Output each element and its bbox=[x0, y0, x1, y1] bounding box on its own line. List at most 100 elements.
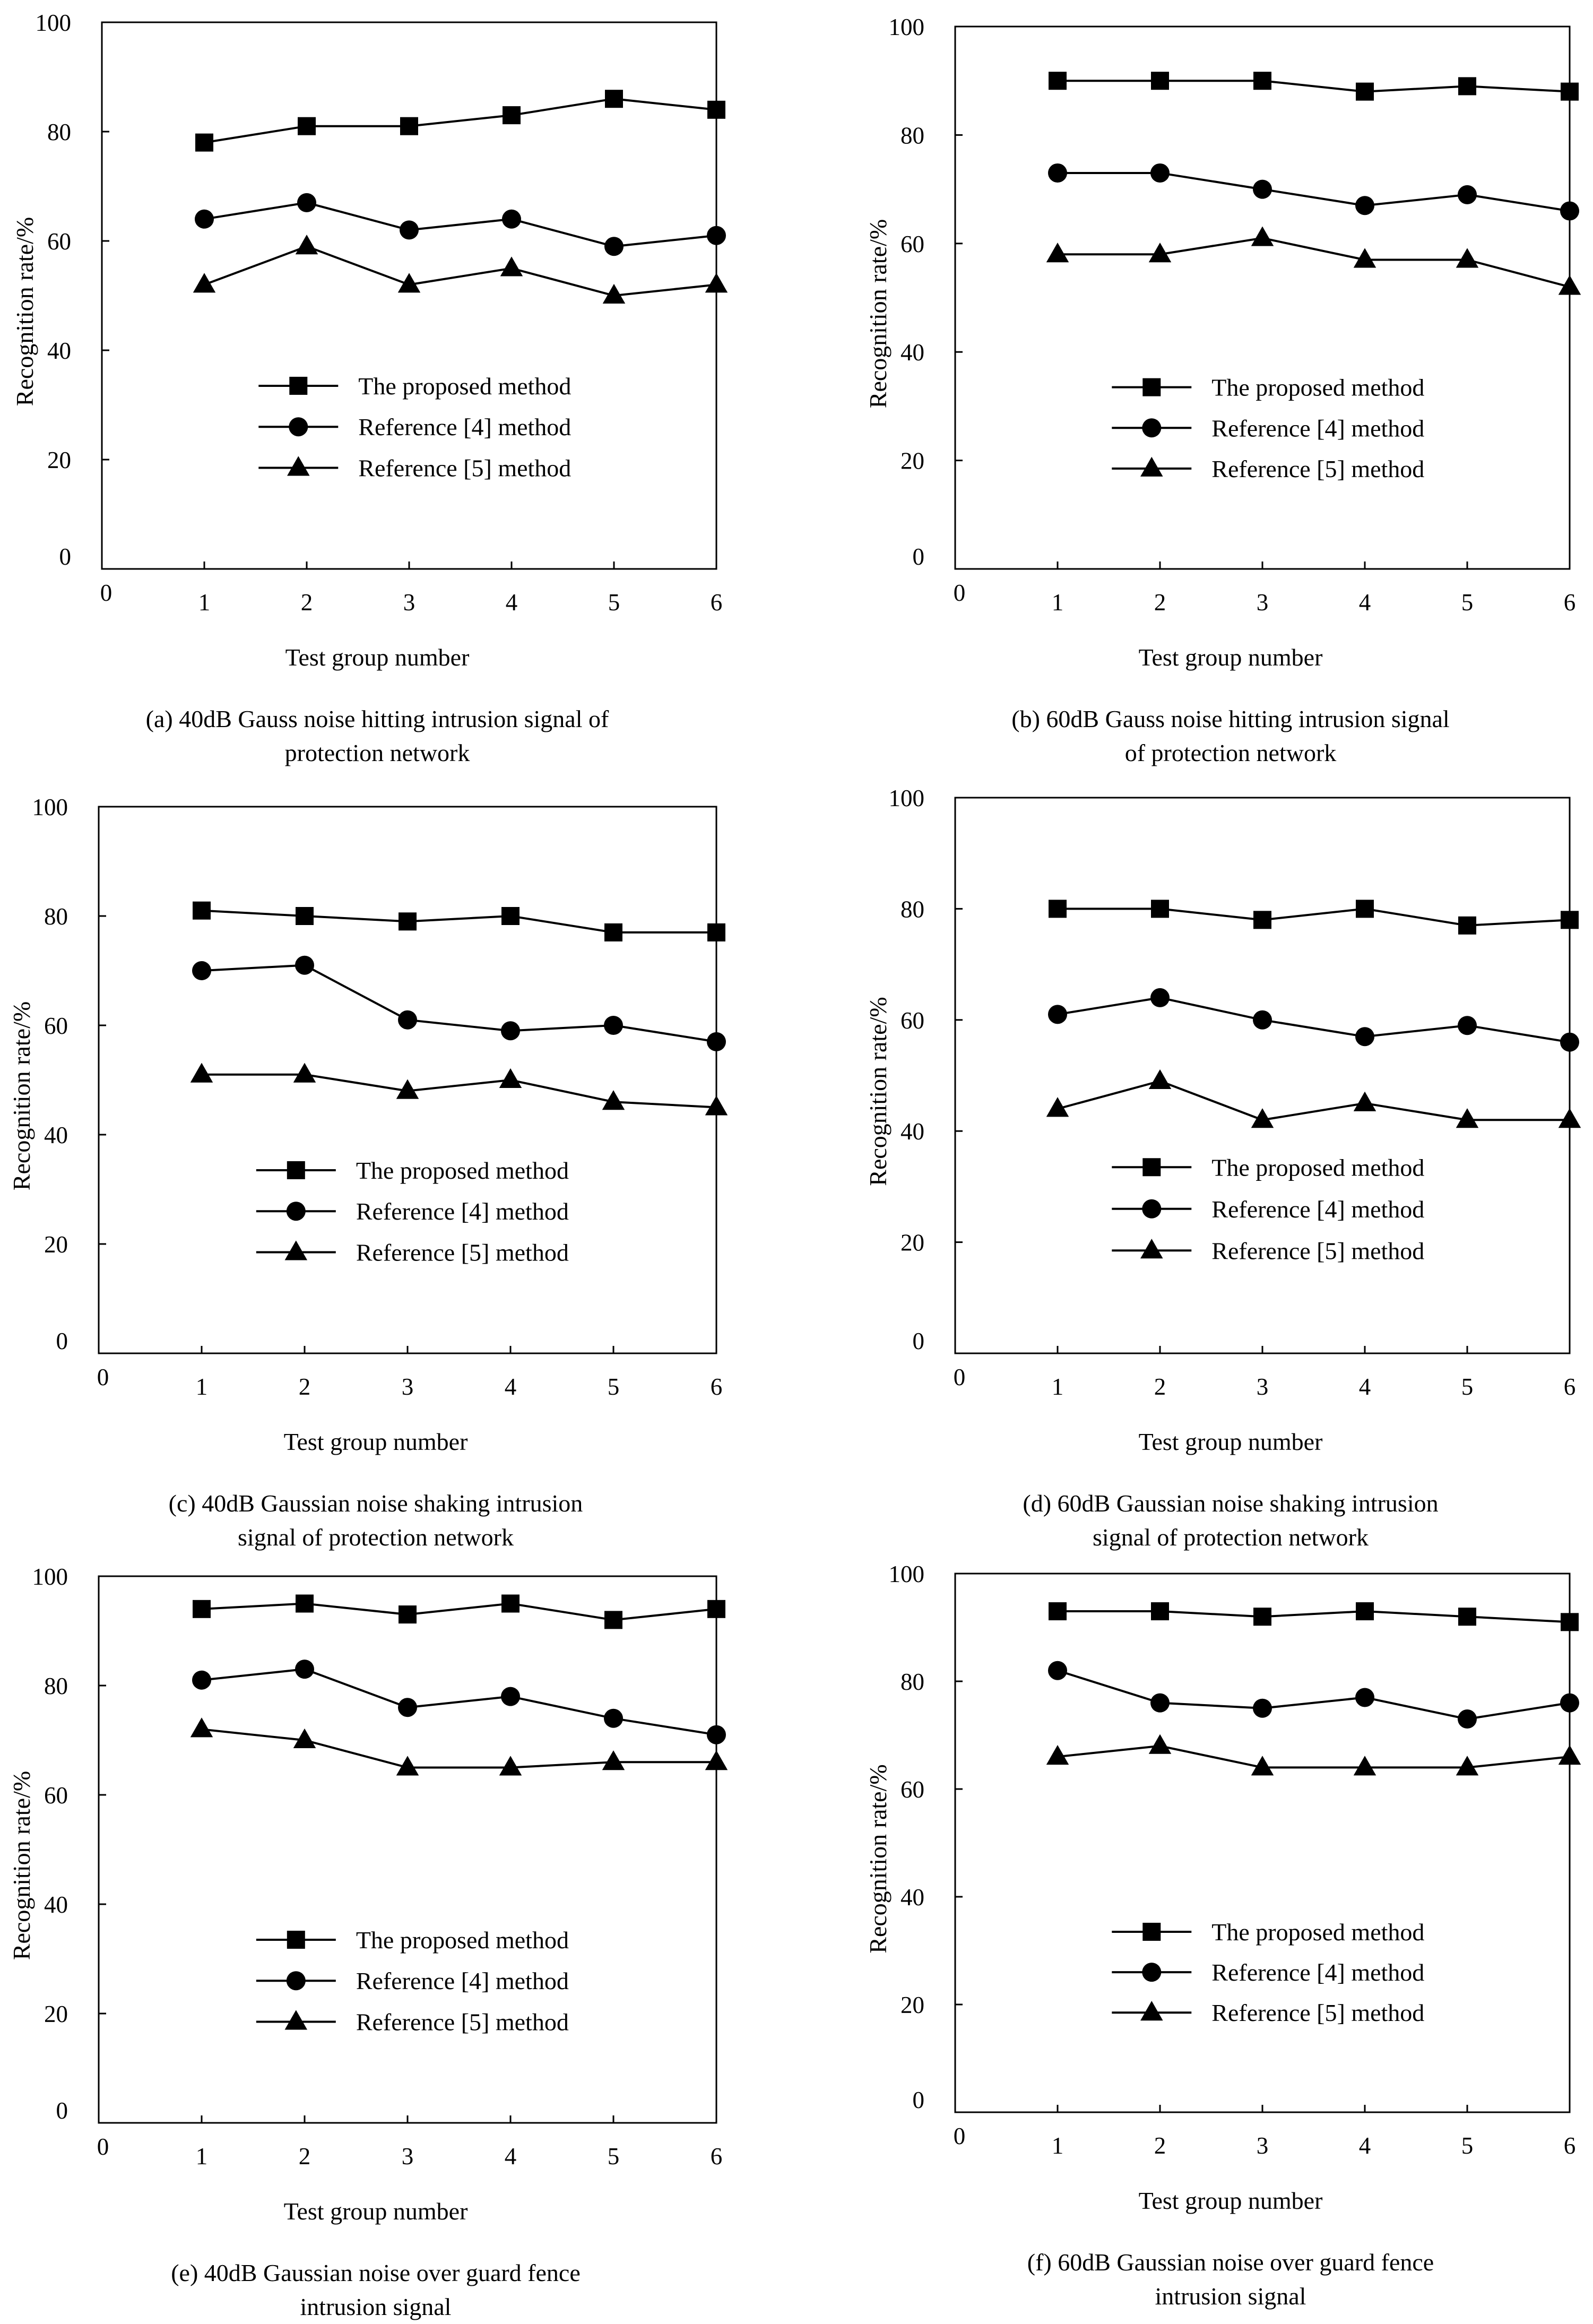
data-point-circle bbox=[707, 226, 726, 245]
series-line-triangle bbox=[201, 1728, 716, 1769]
x-axis-label: Test group number bbox=[1139, 1428, 1323, 1455]
data-point-square bbox=[195, 133, 213, 152]
legend-triangle-marker bbox=[1140, 1239, 1163, 1259]
y-tick-label: 100 bbox=[889, 785, 925, 811]
x-tick-label: 2 bbox=[1154, 1373, 1166, 1400]
y-tick-label: 100 bbox=[889, 1561, 925, 1587]
data-point-square bbox=[1253, 911, 1271, 929]
x-tick-label: 1 bbox=[198, 589, 211, 616]
data-point-triangle bbox=[705, 1750, 728, 1770]
panel-caption: (c) 40dB Gaussian noise shaking intrusio… bbox=[169, 1490, 583, 1517]
data-point-circle bbox=[707, 1032, 726, 1051]
data-point-square bbox=[1049, 900, 1067, 918]
series-line-triangle bbox=[204, 245, 717, 297]
legend-entry: Reference [5] method bbox=[256, 2008, 569, 2035]
data-point-triangle bbox=[1148, 1734, 1172, 1754]
data-point-circle bbox=[1560, 201, 1579, 221]
legend-label: Reference [5] method bbox=[356, 1239, 569, 1266]
legend-circle-marker bbox=[289, 417, 308, 437]
y-tick-label: 20 bbox=[901, 448, 924, 474]
data-point-circle bbox=[400, 220, 419, 240]
data-point-triangle bbox=[705, 1095, 728, 1116]
data-point-square bbox=[1458, 916, 1476, 935]
y-tick-label: 0 bbox=[56, 2097, 68, 2124]
data-point-square bbox=[1458, 1608, 1476, 1626]
legend-circle-marker bbox=[1142, 1199, 1162, 1219]
plot-frame bbox=[101, 21, 717, 570]
x-tick-label: 3 bbox=[403, 589, 415, 616]
data-point-square bbox=[296, 907, 314, 925]
x-tick-label: 0 bbox=[954, 1364, 966, 1390]
data-point-triangle bbox=[1251, 1108, 1274, 1128]
legend-square-marker bbox=[1142, 1158, 1161, 1177]
y-axis-label: Recognition rate/% bbox=[864, 1764, 891, 1953]
series-line-triangle bbox=[1058, 237, 1570, 288]
series-line-circle bbox=[201, 1668, 717, 1736]
data-point-triangle bbox=[499, 1068, 522, 1088]
x-tick-label: 3 bbox=[1257, 589, 1269, 616]
legend-triangle-marker bbox=[1140, 2001, 1163, 2021]
data-point-circle bbox=[295, 955, 314, 975]
y-tick-label: 0 bbox=[56, 1328, 68, 1354]
x-tick-label: 5 bbox=[1461, 1373, 1474, 1400]
y-tick-label: 100 bbox=[889, 14, 925, 40]
data-point-circle bbox=[1048, 1661, 1067, 1680]
x-tick-label: 3 bbox=[402, 1373, 414, 1400]
y-tick-label: 20 bbox=[901, 1992, 924, 2018]
x-tick-label: 5 bbox=[608, 589, 620, 616]
data-point-triangle bbox=[1456, 1756, 1479, 1776]
panel-caption: protection network bbox=[285, 739, 470, 766]
data-point-square bbox=[707, 923, 725, 941]
data-point-circle bbox=[1458, 1016, 1477, 1035]
y-tick-label: 20 bbox=[44, 1231, 68, 1258]
x-tick-label: 1 bbox=[196, 1373, 208, 1400]
data-point-circle bbox=[192, 1670, 211, 1690]
y-tick-label: 0 bbox=[59, 543, 72, 570]
x-tick-label: 4 bbox=[1359, 2132, 1371, 2159]
data-point-circle bbox=[1560, 1693, 1579, 1713]
x-tick-label: 1 bbox=[196, 2143, 208, 2170]
data-point-square bbox=[501, 907, 520, 925]
legend-circle-marker bbox=[1142, 418, 1162, 438]
series-line-circle bbox=[204, 201, 717, 248]
data-point-triangle bbox=[397, 273, 421, 293]
series-line-triangle bbox=[202, 1073, 717, 1109]
data-point-triangle bbox=[1251, 226, 1274, 246]
y-tick-label: 60 bbox=[901, 1776, 924, 1803]
data-point-triangle bbox=[1353, 1756, 1376, 1776]
y-tick-label: 100 bbox=[32, 794, 68, 820]
y-axis-label: Recognition rate/% bbox=[864, 219, 891, 408]
x-tick-label: 0 bbox=[100, 580, 112, 606]
panel-caption: (b) 60dB Gauss noise hitting intrusion s… bbox=[1011, 705, 1449, 732]
legend-circle-marker bbox=[286, 1202, 306, 1221]
y-tick-label: 100 bbox=[36, 10, 72, 36]
data-point-triangle bbox=[1558, 275, 1581, 295]
data-point-circle bbox=[1048, 1005, 1067, 1024]
y-tick-label: 80 bbox=[47, 119, 71, 145]
y-axis-label: Recognition rate/% bbox=[864, 997, 891, 1186]
legend-label: The proposed method bbox=[356, 1926, 569, 1954]
chart-panel-6: 0 20 40 60 80 100 0 1 2 3 4 5 6 Test group number Reco… bbox=[864, 1561, 1581, 2310]
data-point-circle bbox=[604, 1708, 623, 1728]
data-point-triangle bbox=[500, 256, 523, 277]
legend-label: Reference [5] method bbox=[356, 2008, 569, 2035]
legend-label: Reference [4] method bbox=[356, 1967, 569, 1994]
legend-square-marker bbox=[287, 1161, 305, 1179]
legend-triangle-marker bbox=[1140, 456, 1163, 477]
x-tick-label: 6 bbox=[711, 1373, 723, 1400]
legend-square-marker bbox=[289, 376, 308, 395]
legend-entry: The proposed method bbox=[258, 373, 571, 400]
data-point-square bbox=[1049, 1602, 1067, 1621]
panel-caption: (d) 60dB Gaussian noise shaking intrusio… bbox=[1023, 1490, 1438, 1517]
panel-caption: (f) 60dB Gaussian noise over guard fence bbox=[1027, 2249, 1434, 2276]
data-point-triangle bbox=[293, 1062, 316, 1083]
data-point-square bbox=[399, 912, 417, 931]
plot-frame bbox=[954, 1573, 1571, 2113]
x-axis-label: Test group number bbox=[1139, 2187, 1323, 2214]
x-tick-label: 4 bbox=[505, 2143, 517, 2170]
x-tick-label: 5 bbox=[1461, 589, 1474, 616]
data-point-circle bbox=[501, 1021, 520, 1041]
legend-entry: The proposed method bbox=[1112, 1919, 1424, 1946]
plot-frame bbox=[954, 797, 1571, 1354]
y-tick-label: 60 bbox=[901, 1007, 924, 1034]
